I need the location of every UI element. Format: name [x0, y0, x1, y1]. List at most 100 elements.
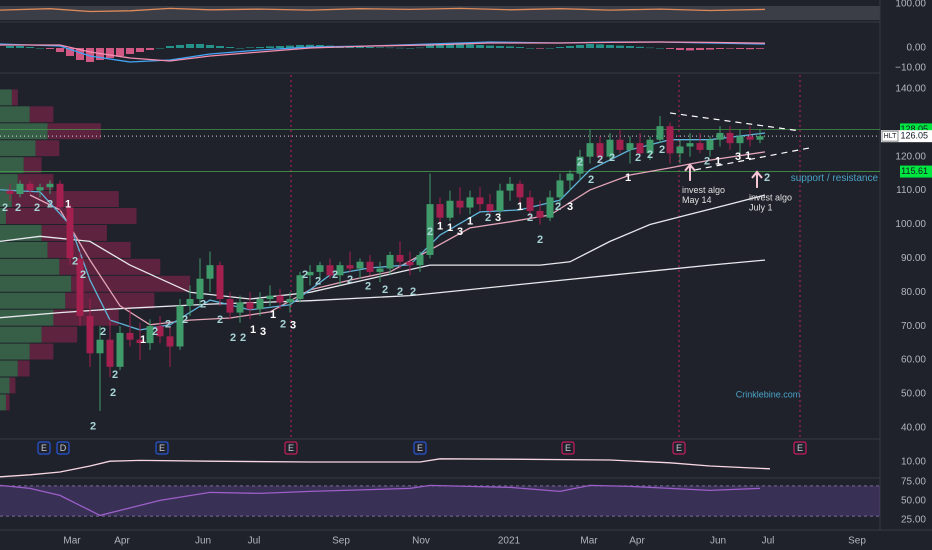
histogram-bar [526, 48, 534, 49]
sequence-label: 3 [290, 320, 296, 332]
sequence-label: 2 [704, 156, 710, 168]
histogram-bar [396, 47, 404, 49]
histogram-bar [376, 47, 384, 48]
moving-average [29, 151, 766, 326]
candle-body [486, 204, 494, 211]
profile-up [0, 275, 72, 292]
histogram-bar [356, 46, 364, 48]
histogram-bar [16, 46, 24, 48]
candle-body [736, 136, 744, 144]
candle-body [336, 265, 344, 276]
candle-body [576, 156, 584, 174]
candle-body [616, 139, 624, 150]
histogram-bar [566, 46, 574, 48]
histogram-bar [726, 48, 734, 49]
sequence-label: 2 [537, 234, 543, 246]
histogram-bar [496, 46, 504, 48]
candle-body [286, 299, 294, 303]
event-label: E [417, 443, 423, 453]
candle-body [26, 183, 34, 191]
candle-body [166, 336, 174, 347]
sequence-label: 2 [382, 284, 388, 296]
candle-body [446, 200, 454, 218]
sequence-label: 1 [250, 324, 256, 336]
candle-body [226, 299, 234, 313]
profile-up [0, 377, 10, 394]
histogram-bar [756, 48, 764, 49]
profile-up [0, 106, 30, 123]
event-marker [561, 441, 575, 455]
sequence-label: 2 [112, 369, 118, 381]
indicator-line [0, 458, 771, 478]
sequence-label: 1 [715, 156, 721, 168]
candle-body [566, 173, 574, 181]
candle-body [526, 197, 534, 211]
profile-down [47, 123, 101, 140]
histogram-bar [696, 48, 704, 50]
annotation-arrow [751, 170, 763, 188]
histogram-bar [486, 45, 494, 48]
histogram-bar [176, 45, 184, 48]
candle-body [696, 143, 704, 150]
candle-body [646, 139, 654, 154]
event-label: E [288, 443, 294, 453]
candle-body [376, 268, 384, 272]
profile-down [41, 326, 78, 343]
candle-body [216, 265, 224, 300]
histogram-bar [676, 48, 684, 50]
sequence-label: 2 [200, 299, 206, 311]
sequence-label: 2 [230, 332, 236, 344]
histogram-bar [166, 46, 174, 48]
profile-down [9, 377, 16, 394]
candle-body [606, 139, 614, 157]
sequence-label: 2 [47, 199, 53, 211]
x-tick-label: Apr [114, 536, 130, 547]
candle-body [716, 132, 724, 140]
candle-body [96, 339, 104, 354]
watermark: Crinklebine.com [736, 389, 801, 399]
histogram-bar [736, 48, 744, 49]
candle-body [316, 265, 324, 272]
y-tick-label: 40.00 [901, 422, 926, 433]
sequence-label: 2 [315, 276, 321, 288]
sequence-label: 2 [609, 152, 615, 164]
histogram-bar [556, 47, 564, 48]
histogram-bar [646, 47, 654, 49]
profile-down [65, 292, 155, 309]
sequence-label: 2 [110, 387, 116, 399]
profile-up [0, 241, 48, 258]
histogram-bar [426, 45, 434, 48]
histogram-bar [386, 47, 394, 49]
annotation-text: May 14 [682, 195, 712, 205]
trendline [694, 147, 811, 171]
histogram-bar [616, 45, 624, 48]
candle-body [76, 258, 84, 316]
histogram-bar [686, 48, 694, 51]
price-badge-label: 115.61 [901, 166, 928, 176]
sequence-label: 3 [735, 151, 741, 163]
y-tick-label: 70.00 [901, 321, 926, 332]
histogram-bar [746, 48, 754, 50]
histogram-bar [626, 46, 634, 48]
candle-body [46, 183, 54, 188]
symbol-label: HLT [884, 133, 897, 140]
candle-body [136, 339, 144, 344]
event-marker [284, 441, 298, 455]
sequence-label: 1 [625, 172, 631, 184]
candle-body [346, 265, 354, 269]
profile-up [0, 292, 66, 309]
event-label: E [41, 443, 47, 453]
histogram-bar [106, 48, 114, 58]
sequence-label: 2 [100, 326, 106, 338]
y-tick-label: 90.00 [901, 253, 926, 264]
annotation-text: July 1 [749, 202, 773, 212]
indicator-line [0, 484, 761, 517]
sequence-label: 2 [72, 256, 78, 268]
candle-body [706, 139, 714, 150]
sequence-label: 1 [447, 222, 453, 234]
histogram-bar [46, 48, 54, 49]
histogram-bar [36, 48, 44, 49]
sequence-label: 2 [302, 269, 308, 281]
sequence-label: 1 [270, 309, 276, 321]
candle-body [156, 326, 164, 337]
